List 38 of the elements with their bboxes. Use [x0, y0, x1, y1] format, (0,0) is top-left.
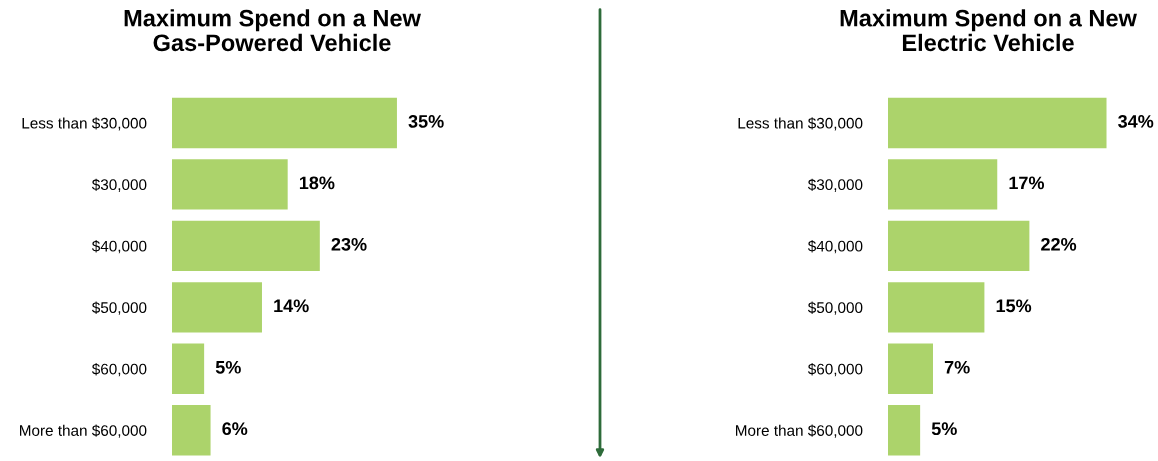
data-label: 17% [1009, 176, 1045, 190]
y-tick-label: $30,000 [91, 178, 147, 192]
y-tick-label: More than $60,000 [20, 424, 147, 438]
data-label: 6% [222, 422, 248, 436]
data-label: 7% [944, 360, 970, 374]
bar [888, 343, 933, 394]
data-label: 15% [996, 299, 1032, 313]
data-label: 23% [331, 237, 367, 251]
data-label: 14% [274, 299, 309, 313]
chart-title: Maximum Spend on a New Electric Vehicle [840, 9, 1137, 52]
chart-title: Maximum Spend on a New Gas-Powered Vehicle [124, 9, 421, 52]
y-tick-label: $40,000 [807, 240, 863, 254]
bar [888, 97, 1107, 149]
bar [172, 405, 211, 456]
bar [172, 159, 288, 210]
data-label: 34% [1118, 114, 1154, 128]
y-tick-label: Less than $30,000 [738, 117, 863, 131]
bar [888, 220, 1030, 272]
data-label: 35% [408, 114, 444, 128]
y-tick-label: $60,000 [807, 363, 863, 377]
bar [888, 405, 921, 456]
bar [172, 97, 397, 149]
y-tick-label: More than $60,000 [736, 424, 863, 438]
y-tick-label: $40,000 [91, 240, 147, 254]
data-label: 5% [931, 422, 957, 436]
y-tick-label: $60,000 [91, 363, 147, 377]
data-label: 18% [299, 176, 335, 190]
y-tick-label: $50,000 [807, 301, 863, 315]
y-tick-label: $50,000 [91, 301, 147, 315]
bar [172, 343, 205, 394]
bar [888, 159, 998, 210]
data-label: 5% [215, 360, 241, 374]
y-tick-label: $30,000 [807, 178, 863, 192]
data-label: 22% [1041, 237, 1077, 251]
bar [172, 282, 262, 333]
y-tick-label: Less than $30,000 [22, 117, 147, 131]
bar [172, 220, 320, 272]
bar [888, 282, 985, 333]
